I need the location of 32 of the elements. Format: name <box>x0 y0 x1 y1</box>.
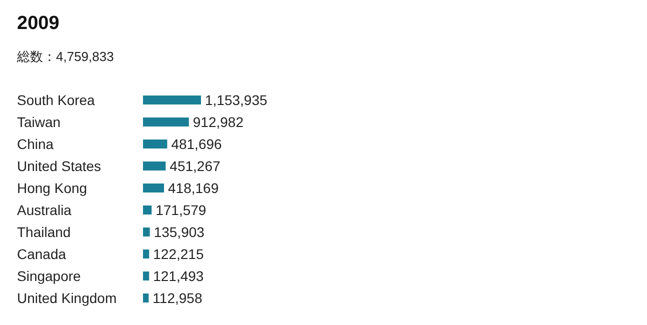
data-label: 912,982 <box>192 114 244 130</box>
data-label: 451,267 <box>170 158 220 174</box>
bar <box>143 250 150 258</box>
y-tick-label: Taiwan <box>17 114 61 130</box>
bar <box>143 96 201 104</box>
data-label: 112,958 <box>152 290 202 306</box>
bar <box>143 162 166 170</box>
bar <box>143 184 164 192</box>
data-label: 121,493 <box>153 268 204 284</box>
chart-subtitle: 総数：4,759,833 <box>16 49 114 64</box>
bar <box>143 228 150 236</box>
y-tick-label: Singapore <box>17 268 82 284</box>
bar <box>143 118 189 126</box>
y-tick-label: United Kingdom <box>17 290 117 306</box>
y-tick-label: China <box>17 136 54 152</box>
y-tick-label: South Korea <box>17 92 96 108</box>
y-tick-label: Thailand <box>17 224 71 240</box>
bar <box>143 140 168 148</box>
data-label: 481,696 <box>171 136 222 152</box>
data-label: 171,579 <box>156 202 206 218</box>
y-tick-label: Hong Kong <box>17 180 88 196</box>
data-label: 122,215 <box>153 246 204 262</box>
data-label: 1,153,935 <box>205 92 268 108</box>
y-tick-label: Australia <box>17 202 72 218</box>
bar <box>143 206 152 214</box>
bar <box>143 294 149 302</box>
data-label: 418,169 <box>168 180 219 196</box>
data-label: 135,903 <box>154 224 205 240</box>
bar <box>143 272 150 280</box>
y-tick-label: Canada <box>17 246 66 262</box>
y-tick-label: United States <box>17 158 102 174</box>
chart-title: 2009 <box>17 13 60 34</box>
